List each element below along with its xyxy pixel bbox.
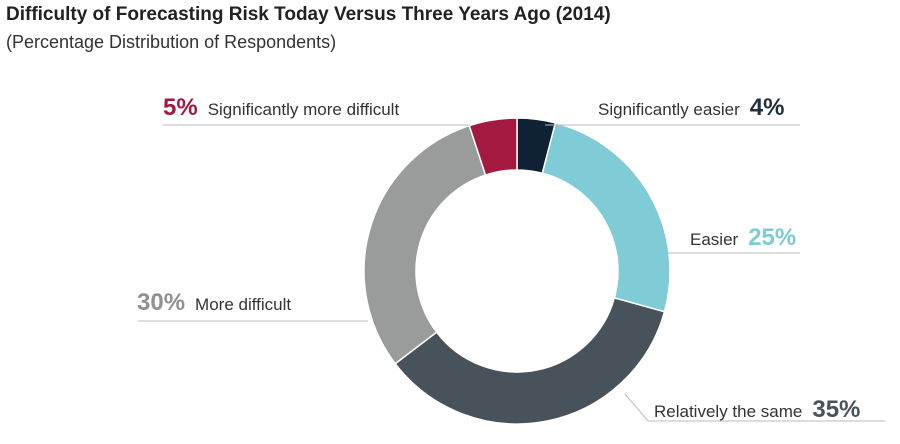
label-name-easier: Easier bbox=[690, 230, 739, 249]
label-relatively-the-same: Relatively the same 35% bbox=[654, 396, 860, 424]
label-name-significantly-more-difficult: Significantly more difficult bbox=[207, 100, 400, 119]
slice-significantly-more-difficult bbox=[468, 117, 518, 176]
slice-more-difficult bbox=[363, 124, 487, 365]
label-value-significantly-easier: 4% bbox=[749, 94, 785, 121]
label-value-relatively-the-same: 35% bbox=[812, 396, 861, 423]
label-significantly-more-difficult: 5% Significantly more difficult bbox=[163, 94, 399, 122]
label-value-more-difficult: 30% bbox=[137, 289, 186, 316]
slice-easier bbox=[541, 121, 671, 313]
label-name-significantly-easier: Significantly easier bbox=[598, 100, 740, 119]
label-easier: Easier 25% bbox=[690, 224, 796, 252]
label-more-difficult: 30% More difficult bbox=[137, 289, 291, 317]
label-name-relatively-the-same: Relatively the same bbox=[654, 402, 803, 421]
chart-title: Difficulty of Forecasting Risk Today Ver… bbox=[6, 4, 611, 25]
label-name-more-difficult: More difficult bbox=[195, 295, 292, 314]
chart-subtitle: (Percentage Distribution of Respondents) bbox=[6, 32, 337, 52]
leader-relatively-the-same bbox=[624, 393, 885, 422]
slice-relatively-the-same bbox=[394, 296, 666, 425]
label-value-significantly-more-difficult: 5% bbox=[163, 94, 198, 121]
label-value-easier: 25% bbox=[748, 224, 797, 251]
label-significantly-easier: Significantly easier 4% bbox=[598, 94, 784, 122]
